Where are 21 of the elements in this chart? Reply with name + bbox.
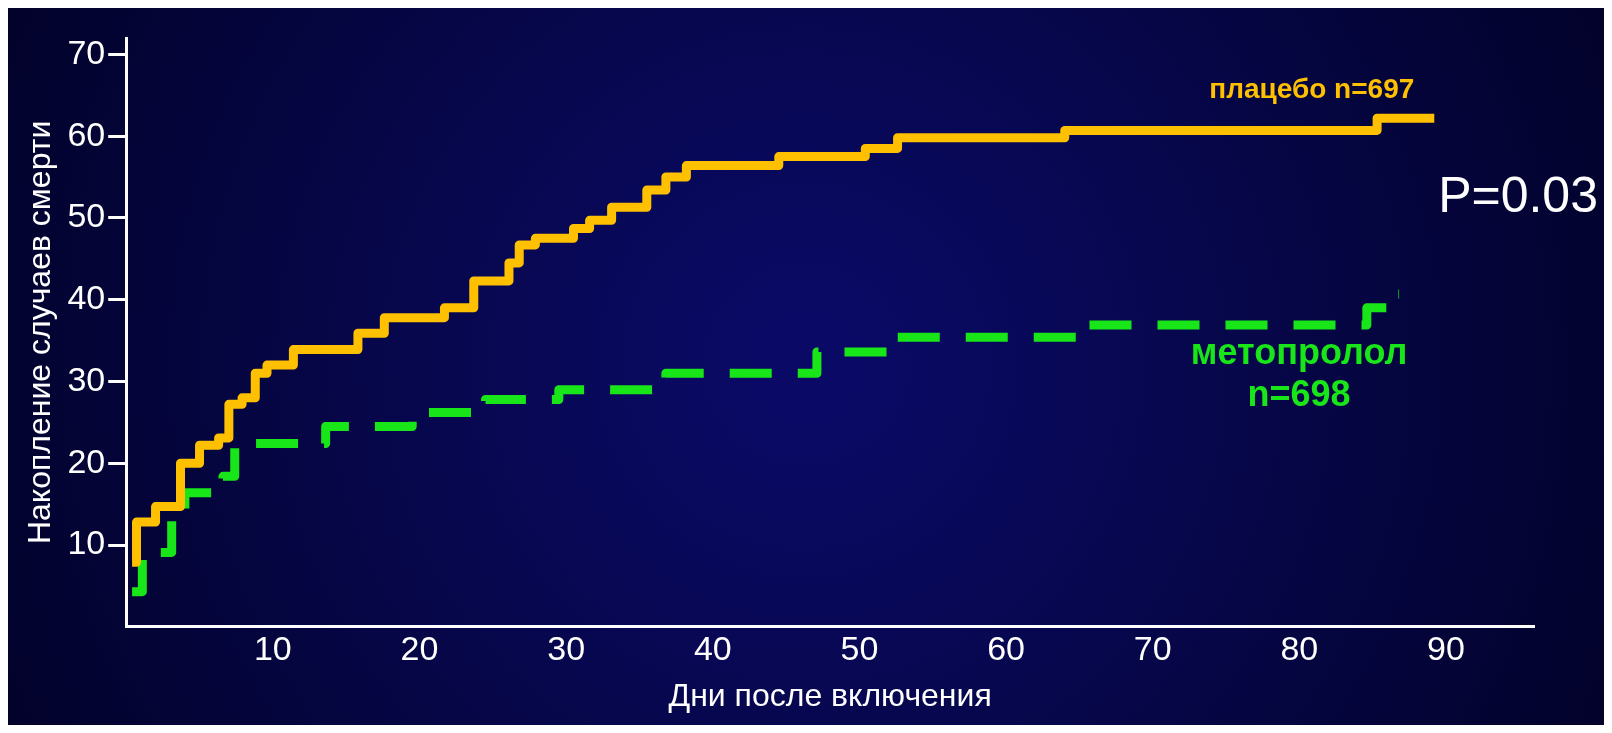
x-tick-label: 80 (1280, 628, 1319, 667)
x-tick-label: 60 (987, 628, 1025, 667)
series-label: плацебо n=697 (1209, 72, 1415, 104)
annotation: P=0.03 (1438, 166, 1598, 223)
y-tick-label: 30 (67, 359, 106, 398)
series-label: метопролол n=698 (1190, 330, 1408, 414)
x-tick-label: 40 (693, 628, 732, 667)
y-axis-title: Накопление случаев смерти (21, 120, 58, 545)
y-tick-label: 50 (67, 196, 106, 235)
y-tick-label: 60 (67, 114, 106, 153)
y-tick-label: 40 (67, 278, 106, 317)
x-tick-label: 30 (547, 628, 586, 667)
x-tick-label: 20 (400, 628, 439, 667)
x-tick-label: 90 (1427, 628, 1465, 667)
y-tick-label: 20 (67, 441, 106, 480)
x-tick-label: 70 (1133, 628, 1172, 667)
y-tick-label: 10 (67, 523, 106, 562)
x-axis-title: Дни после включения (668, 676, 992, 713)
x-tick-label: 10 (253, 628, 292, 667)
y-tick-label: 70 (67, 32, 106, 71)
x-tick-label: 50 (840, 628, 879, 667)
